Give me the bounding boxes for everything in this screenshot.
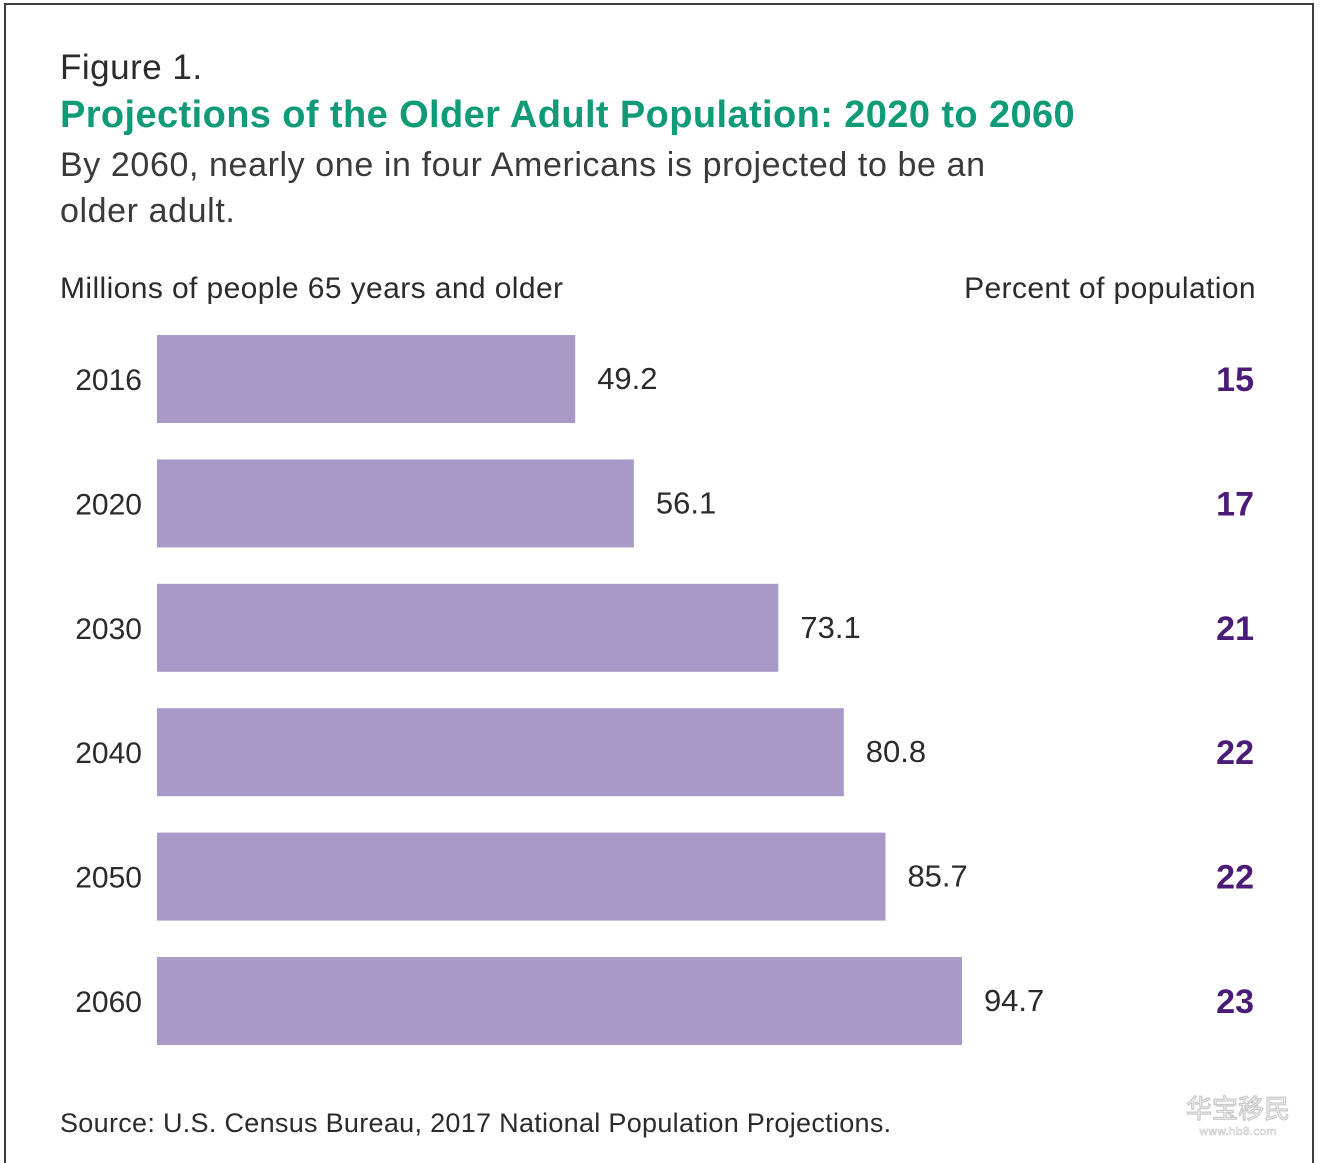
value-label-2050: 85.7 bbox=[907, 859, 967, 894]
percent-label-2050: 22 bbox=[1216, 859, 1254, 897]
value-label-2016: 49.2 bbox=[597, 361, 657, 396]
bar-2060 bbox=[157, 957, 962, 1045]
percent-label-2060: 23 bbox=[1216, 983, 1254, 1021]
percent-label-2040: 22 bbox=[1216, 734, 1254, 772]
percent-label-2030: 21 bbox=[1216, 610, 1254, 648]
watermark-text: 华宝移民 bbox=[1186, 1095, 1290, 1125]
percent-label-2020: 17 bbox=[1216, 485, 1254, 523]
bar-2020 bbox=[157, 459, 634, 548]
source-note: Source: U.S. Census Bureau, 2017 Nationa… bbox=[60, 1108, 892, 1138]
watermark-url: www.hb8.com bbox=[1199, 1125, 1276, 1138]
year-label-2016: 2016 bbox=[75, 364, 142, 397]
chart-title: Projections of the Older Adult Populatio… bbox=[60, 94, 1076, 136]
value-label-2060: 94.7 bbox=[984, 983, 1044, 1018]
left-column-header: Millions of people 65 years and older bbox=[60, 272, 564, 305]
right-column-header: Percent of population bbox=[964, 272, 1256, 305]
figure-frame bbox=[4, 3, 1314, 1163]
chart-subtitle: By 2060, nearly one in four Americans is… bbox=[60, 146, 986, 230]
value-label-2040: 80.8 bbox=[866, 734, 926, 769]
figure-label: Figure 1. bbox=[60, 48, 203, 87]
value-label-2020: 56.1 bbox=[656, 485, 716, 520]
bar-2050 bbox=[157, 832, 886, 921]
bar-2016 bbox=[157, 335, 576, 423]
year-label-2030: 2030 bbox=[75, 613, 142, 646]
bar-2040 bbox=[157, 708, 844, 797]
year-label-2040: 2040 bbox=[75, 737, 142, 770]
year-label-2020: 2020 bbox=[75, 488, 142, 521]
year-label-2050: 2050 bbox=[75, 862, 142, 895]
year-label-2060: 2060 bbox=[75, 986, 142, 1019]
bar-2030 bbox=[157, 583, 779, 672]
watermark-logo: 华宝移民 www.hb8.com bbox=[1185, 1094, 1290, 1138]
percent-label-2016: 15 bbox=[1216, 361, 1254, 399]
value-label-2030: 73.1 bbox=[800, 610, 860, 645]
